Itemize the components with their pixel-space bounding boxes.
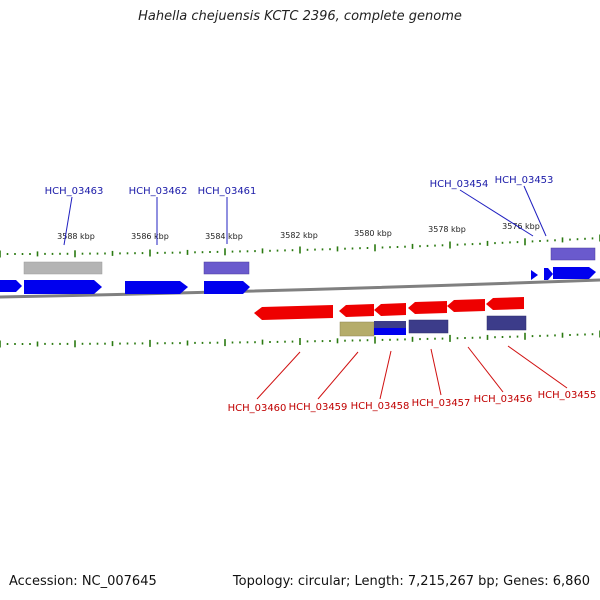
feature-box[interactable]: [408, 319, 449, 334]
callout-line: [430, 348, 442, 396]
gene-label-reverse[interactable]: HCH_03458: [351, 401, 410, 412]
reverse-genes: [254, 297, 524, 320]
reverse-callouts: HCH_03460 HCH_03459 HCH_03458 HCH_03457 …: [228, 345, 597, 414]
forward-genes: [0, 267, 596, 294]
callout-line: [507, 345, 568, 389]
gene-arrow-reverse[interactable]: [408, 301, 447, 314]
callout-line: [256, 351, 301, 400]
gene-label-forward[interactable]: HCH_03463: [45, 186, 104, 197]
callout-line: [317, 351, 359, 400]
scale-label: 3576 kbp: [502, 222, 540, 231]
scale-label: 3580 kbp: [354, 229, 392, 238]
map-title: Hahella chejuensis KCTC 2396, complete g…: [138, 9, 462, 24]
scale-labels: 3588 kbp 3586 kbp 3584 kbp 3582 kbp 3580…: [57, 222, 540, 241]
gene-label-forward[interactable]: HCH_03454: [430, 179, 489, 190]
gene-arrow-forward[interactable]: [125, 281, 188, 294]
callout-line: [63, 196, 73, 246]
feature-box[interactable]: [374, 328, 406, 335]
feature-box[interactable]: [203, 261, 250, 275]
gene-label-reverse[interactable]: HCH_03455: [538, 390, 597, 401]
gene-arrow-reverse[interactable]: [374, 303, 406, 316]
reverse-features: [339, 315, 527, 337]
genome-backbone: [0, 278, 600, 299]
gene-arrow-reverse[interactable]: [254, 305, 333, 320]
gene-arrow-reverse[interactable]: [339, 304, 374, 317]
callout-line: [523, 185, 547, 237]
gene-label-reverse[interactable]: HCH_03456: [474, 394, 533, 405]
outer-tick-row: [0, 234, 600, 258]
gene-arrow-forward[interactable]: [0, 280, 22, 292]
gene-arrow-reverse[interactable]: [447, 299, 485, 312]
scale-label: 3582 kbp: [280, 231, 318, 240]
scale-label: 3578 kbp: [428, 225, 466, 234]
inner-tick-row: [0, 330, 600, 348]
gene-arrow-forward[interactable]: [553, 267, 596, 279]
gene-arrow-forward[interactable]: [531, 270, 538, 280]
gene-label-reverse[interactable]: HCH_03459: [289, 402, 348, 413]
callout-line: [379, 350, 392, 400]
gene-label-reverse[interactable]: HCH_03460: [228, 403, 287, 414]
feature-box[interactable]: [550, 247, 596, 261]
feature-box[interactable]: [339, 321, 375, 337]
gene-label-forward[interactable]: HCH_03453: [495, 175, 554, 186]
gene-label-reverse[interactable]: HCH_03457: [412, 398, 471, 409]
gene-label-forward[interactable]: HCH_03462: [129, 186, 188, 197]
genome-summary-text: Topology: circular; Length: 7,215,267 bp…: [232, 574, 590, 589]
forward-callouts: HCH_03463 HCH_03462 HCH_03461 HCH_03454 …: [45, 175, 554, 246]
gene-arrow-forward[interactable]: [24, 280, 102, 294]
gene-label-forward[interactable]: HCH_03461: [198, 186, 257, 197]
callout-line: [459, 189, 534, 237]
callout-line: [467, 346, 504, 393]
forward-features: [23, 247, 596, 275]
feature-box[interactable]: [374, 321, 406, 328]
gene-arrow-forward[interactable]: [204, 281, 250, 294]
gene-arrow-reverse[interactable]: [486, 297, 524, 310]
feature-box[interactable]: [23, 261, 103, 275]
accession-text: Accession: NC_007645: [9, 574, 157, 589]
feature-box[interactable]: [486, 315, 527, 331]
gene-arrow-forward[interactable]: [544, 268, 553, 280]
scale-label: 3584 kbp: [205, 232, 243, 241]
scale-label: 3586 kbp: [131, 232, 169, 241]
scale-label: 3588 kbp: [57, 232, 95, 241]
